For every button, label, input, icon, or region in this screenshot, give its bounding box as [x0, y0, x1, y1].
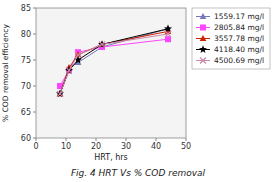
legend-label: 2805.84 mg/l	[214, 23, 264, 32]
legend-label: 4118.40 mg/l	[214, 45, 264, 54]
point	[165, 31, 171, 37]
point	[57, 90, 64, 96]
y-tick-label: 65	[21, 108, 31, 117]
x-axis-label: HRT, hrs	[94, 153, 128, 162]
chart-title: Fig. 4 HRT Vs % COD removal	[71, 168, 206, 178]
y-axis-label: % COD removal efficiency	[1, 24, 10, 122]
legend-label: 3557.78 mg/l	[214, 34, 264, 43]
point	[165, 25, 172, 31]
x-tick-label: 40	[151, 142, 161, 151]
y-tick	[33, 112, 36, 113]
point	[65, 66, 73, 74]
point	[99, 41, 105, 47]
y-tick	[33, 8, 36, 9]
y-tick	[33, 60, 36, 61]
point	[165, 36, 171, 42]
y-tick	[33, 86, 36, 87]
y-tick-label: 80	[21, 30, 31, 39]
series-line	[60, 31, 168, 93]
chart: 0 10 20 30 40 50 60 65 70 75 80 85 HRT, hrs % COD rem…	[0, 0, 276, 182]
series-line	[60, 39, 168, 86]
legend-marker	[200, 25, 206, 31]
y-tick-label: 75	[21, 56, 31, 65]
x-tick-label: 10	[61, 142, 71, 151]
series-line	[60, 29, 168, 94]
legend-marker	[200, 35, 207, 41]
legend-marker	[200, 58, 206, 64]
x-tick-label: 20	[91, 142, 101, 151]
plot-area	[36, 8, 186, 138]
y-tick-label: 70	[21, 82, 31, 91]
plot-marks	[56, 25, 172, 98]
point	[56, 90, 64, 98]
point	[57, 90, 64, 96]
legend-marker	[199, 45, 207, 53]
point	[57, 91, 63, 97]
legend-label: 4500.69 mg/l	[214, 56, 264, 65]
x-tick	[156, 138, 157, 141]
x-tick	[66, 138, 67, 141]
legend-label: 1559.17 mg/l	[214, 12, 264, 21]
point	[75, 52, 81, 58]
x-tick-label: 0	[33, 142, 38, 151]
y-tick	[33, 138, 36, 139]
x-tick-label: 50	[181, 142, 191, 151]
y-tick-label: 85	[21, 4, 31, 13]
y-tick-label: 60	[21, 134, 31, 143]
y-tick	[33, 34, 36, 35]
legend: 1559.17 mg/l 2805.84 mg/l 3557.78 mg/l 4118…	[192, 8, 270, 69]
x-tick	[126, 138, 127, 141]
x-tick	[186, 138, 187, 141]
legend-box	[192, 8, 270, 69]
series-line	[60, 29, 168, 94]
legend-marker	[200, 13, 207, 19]
x-tick	[96, 138, 97, 141]
x-tick-label: 30	[121, 142, 131, 151]
point	[66, 67, 72, 73]
series-line	[60, 34, 168, 94]
